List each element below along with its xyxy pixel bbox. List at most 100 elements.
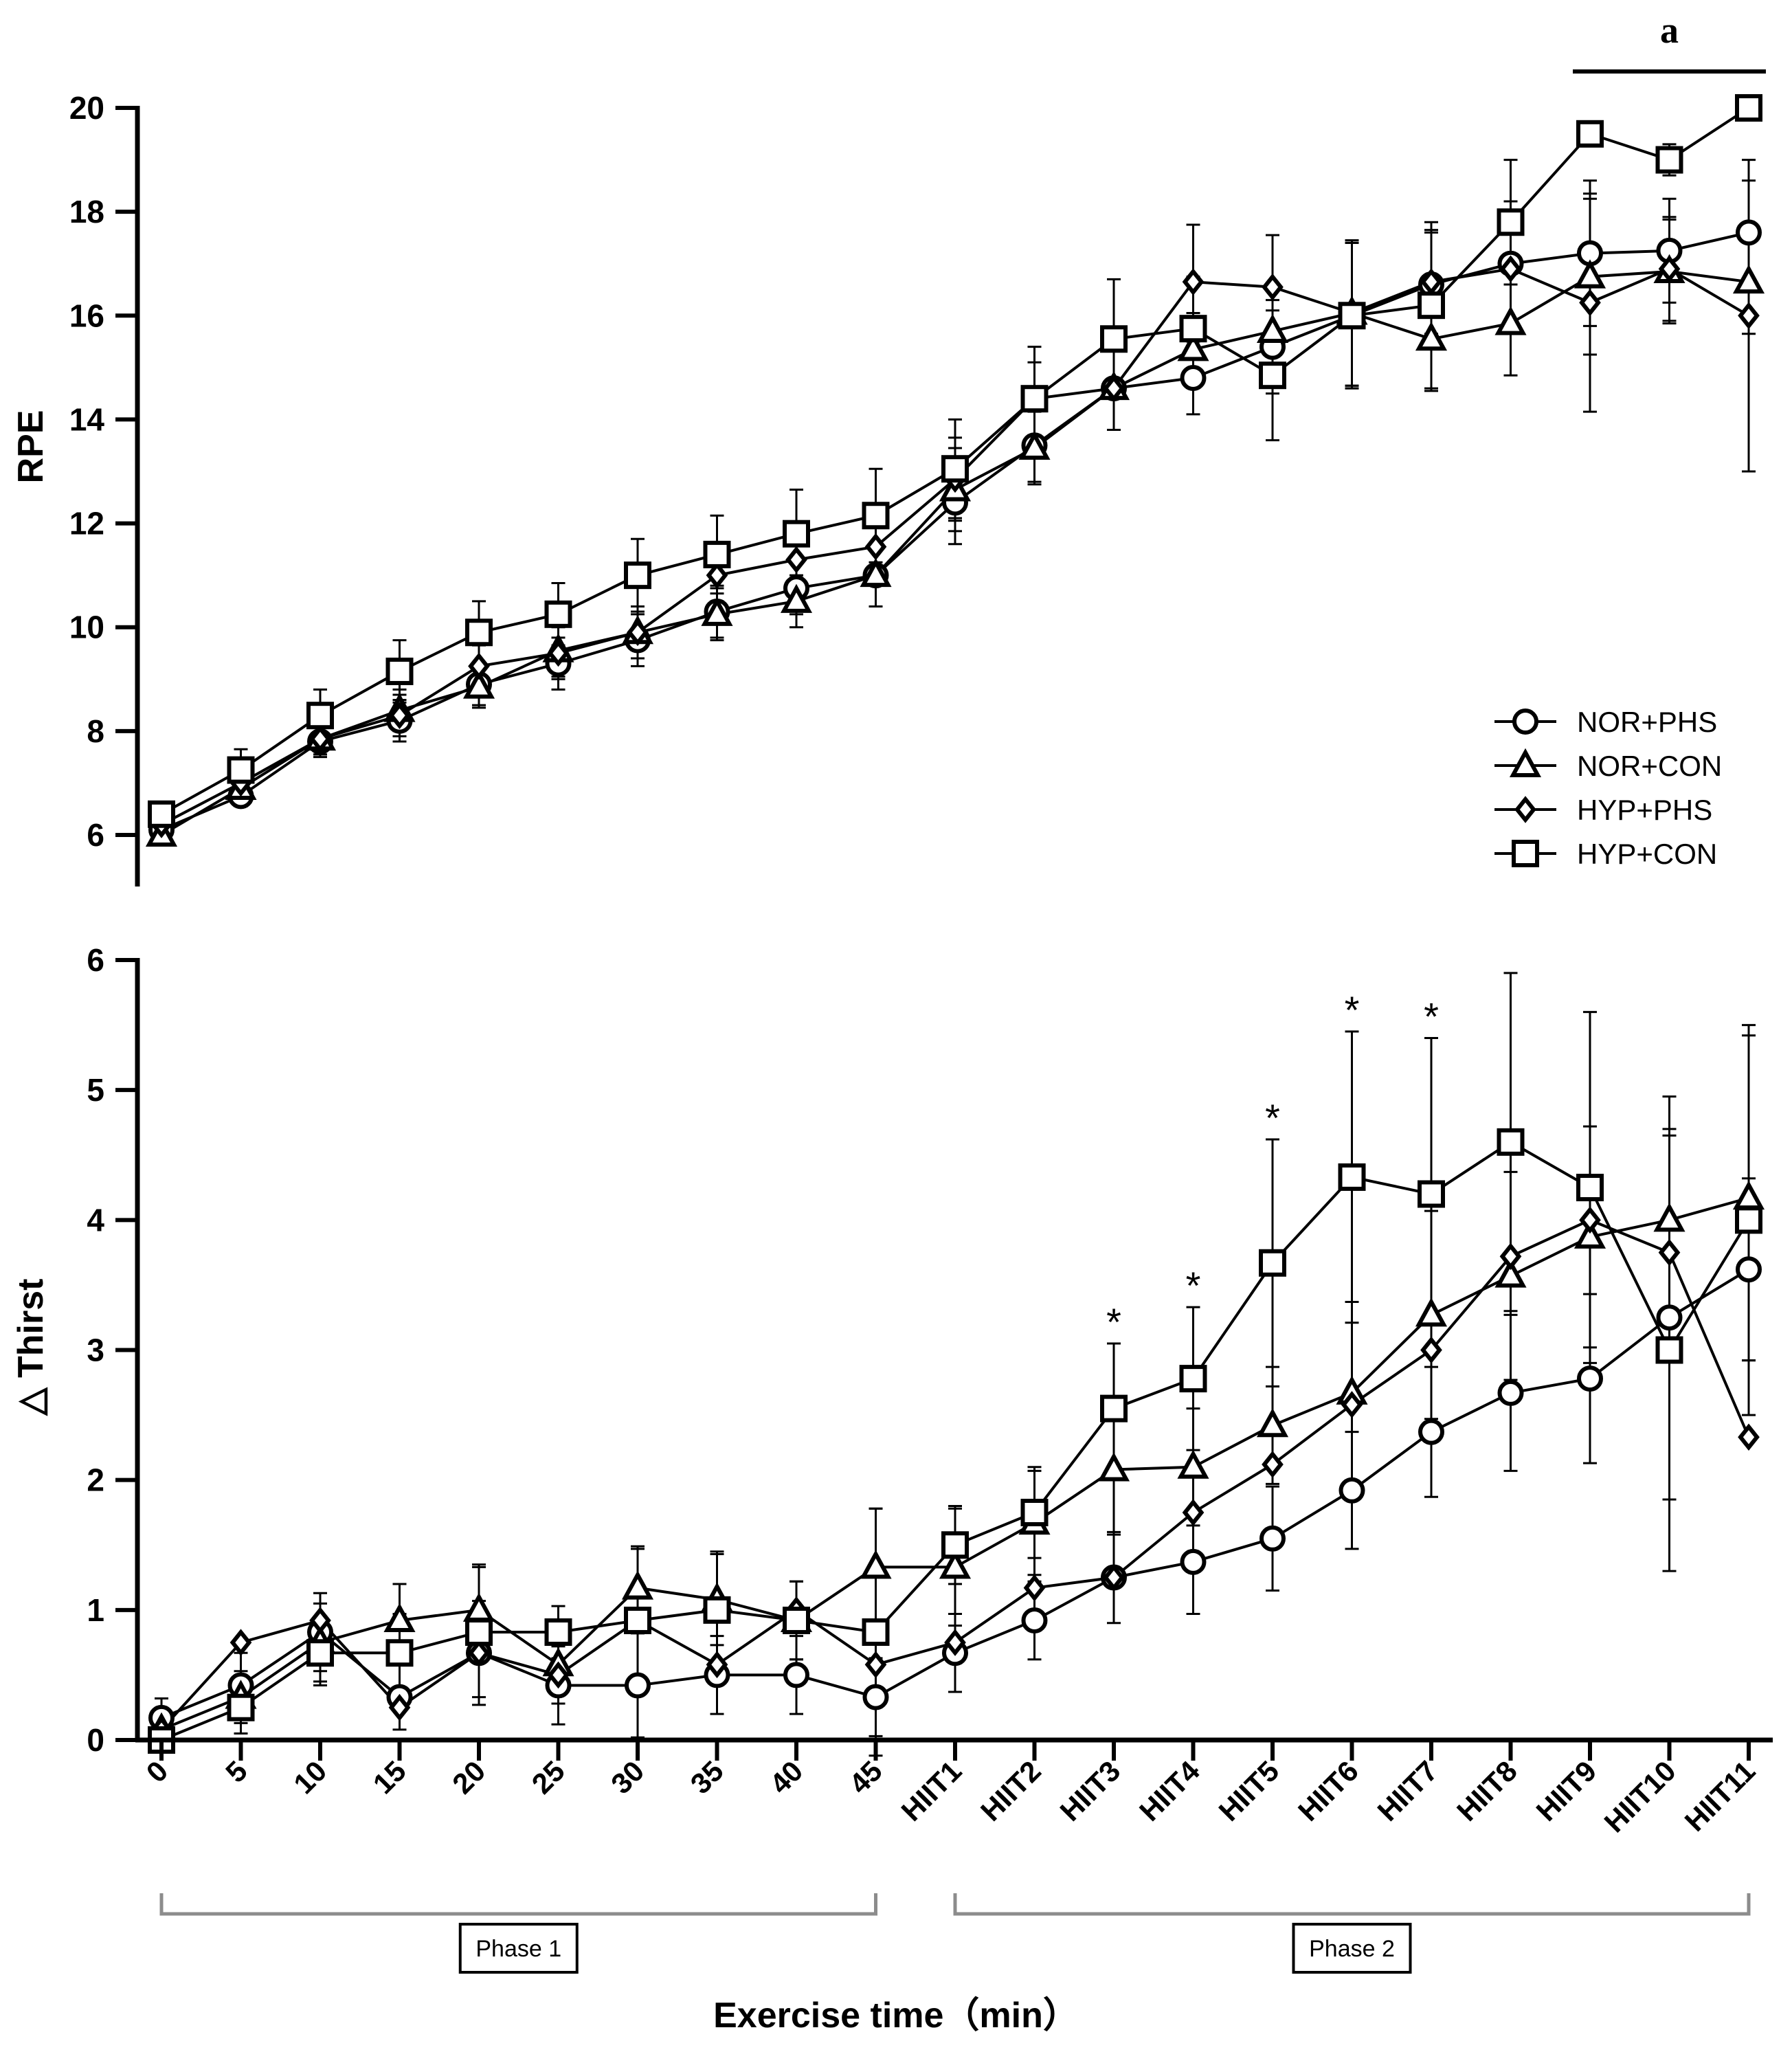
rpe-point — [306, 702, 334, 730]
legend-label: HYP+PHS — [1577, 794, 1712, 826]
x-tick-label: 40 — [763, 1754, 809, 1800]
x-axis-title: Exercise time（min） — [713, 1996, 1079, 2036]
rpe-point — [462, 669, 495, 699]
x-tick-label: HIIT1 — [895, 1754, 968, 1827]
rpe-point — [941, 455, 969, 483]
rpe-point — [1494, 306, 1527, 335]
rpe-y-axis-title: RPE — [11, 410, 51, 484]
thirst-point — [1338, 1163, 1366, 1191]
thirst-point — [1738, 1423, 1760, 1451]
rpe-y-tick-label: 10 — [69, 610, 104, 645]
x-tick-label: HIIT3 — [1054, 1754, 1127, 1827]
legend-label: NOR+CON — [1577, 750, 1722, 782]
rpe-panel: 6 8 10 12 14 16 18 20 RPE a NOR+PHS NOR+CON HYP+P… — [11, 10, 1766, 886]
thirst-point — [1182, 1499, 1205, 1526]
legend-label: NOR+PHS — [1577, 706, 1717, 738]
thirst-point — [1499, 1242, 1522, 1271]
rpe-point — [468, 652, 490, 680]
x-tick-label: 0 — [140, 1754, 175, 1789]
thirst-point — [1177, 1449, 1209, 1479]
rpe-point — [627, 618, 649, 647]
significance-star: * — [1265, 1096, 1280, 1139]
thirst-point — [1497, 1379, 1524, 1406]
thirst-point — [1180, 1548, 1207, 1575]
rpe-y-tick-label: 14 — [69, 401, 105, 437]
rpe-point — [1180, 364, 1207, 391]
rpe-point — [1738, 302, 1760, 330]
rpe-point — [1177, 332, 1209, 361]
rpe-point — [1736, 219, 1762, 246]
rpe-point — [1735, 94, 1762, 122]
rpe-point — [309, 725, 331, 752]
thirst-point — [1100, 1394, 1128, 1423]
thirst-point — [309, 1607, 331, 1634]
bracket-line — [159, 1893, 877, 1916]
rpe-point — [1262, 273, 1284, 301]
x-tick-label: 30 — [605, 1754, 650, 1800]
significance-star: * — [1186, 1264, 1201, 1307]
thirst-point — [1021, 1607, 1048, 1633]
thirst-y-tick-label: 1 — [87, 1592, 104, 1628]
rpe-y-tick-label: 16 — [69, 298, 104, 333]
thirst-point — [703, 1596, 731, 1624]
thirst-point — [229, 1629, 252, 1656]
phase-1-bracket: Phase 1 — [159, 1893, 877, 1974]
x-tick-label: HIIT2 — [974, 1754, 1047, 1827]
thirst-y-tick-label: 3 — [87, 1332, 104, 1368]
x-tick-label: HIIT11 — [1679, 1754, 1762, 1838]
thirst-y-tick-label: 4 — [87, 1202, 104, 1238]
thirst-point — [625, 1672, 651, 1699]
rpe-point — [1018, 430, 1051, 460]
thirst-point — [941, 1531, 969, 1559]
x-tick-label: 5 — [219, 1754, 254, 1789]
thirst-point — [862, 1684, 889, 1710]
rpe-y-tick-label: 20 — [69, 90, 104, 126]
rpe-error-bars-NOR+CON — [155, 197, 1756, 847]
x-tick-label: 20 — [446, 1754, 491, 1800]
thirst-point — [1576, 1174, 1604, 1202]
rpe-markers-NOR+CON — [145, 254, 1765, 847]
rpe-point — [624, 561, 651, 590]
thirst-point — [783, 1606, 810, 1634]
significance-label-a: a — [1660, 10, 1679, 51]
rpe-point — [703, 540, 731, 568]
thirst-point — [547, 1661, 570, 1689]
rpe-point — [1732, 264, 1765, 294]
thirst-point — [783, 1662, 809, 1688]
phase-box — [458, 1923, 579, 1974]
thirst-point — [1573, 1219, 1606, 1249]
x-tick-label: HIIT4 — [1133, 1754, 1206, 1827]
thirst-point — [385, 1639, 414, 1667]
rpe-point — [864, 533, 887, 561]
legend-item: HYP+PHS — [1494, 794, 1712, 826]
rpe-point — [1418, 291, 1445, 320]
thirst-point — [1259, 1249, 1286, 1277]
thirst-point — [1418, 1418, 1444, 1445]
rpe-y-tick-label: 8 — [87, 713, 104, 749]
thirst-point — [1497, 1128, 1525, 1156]
thirst-point — [1097, 1452, 1130, 1482]
thirst-point — [388, 1693, 411, 1721]
x-tick-label: 25 — [526, 1754, 571, 1800]
legend: NOR+PHS NOR+CON HYP+PHS HYP+CON — [1494, 706, 1722, 870]
rpe-point — [547, 639, 570, 667]
rpe-point — [1499, 255, 1522, 283]
legend-marker — [1509, 748, 1542, 777]
rpe-point — [860, 557, 892, 588]
x-tick-label: HIIT10 — [1598, 1754, 1682, 1838]
thirst-y-tick-label: 0 — [87, 1722, 104, 1758]
rpe-point — [465, 618, 493, 647]
legend-item: NOR+PHS — [1494, 706, 1717, 738]
legend-marker — [1512, 709, 1538, 735]
x-tick-label: 15 — [367, 1754, 412, 1800]
rpe-point — [1256, 313, 1289, 343]
x-tick-label: HIIT6 — [1292, 1754, 1365, 1827]
thirst-point — [860, 1550, 892, 1579]
thirst-point — [1656, 1304, 1683, 1331]
thirst-point — [1579, 1206, 1601, 1234]
x-tick-label: 35 — [684, 1754, 730, 1800]
rpe-point — [1103, 375, 1125, 402]
thirst-point — [621, 1570, 654, 1600]
